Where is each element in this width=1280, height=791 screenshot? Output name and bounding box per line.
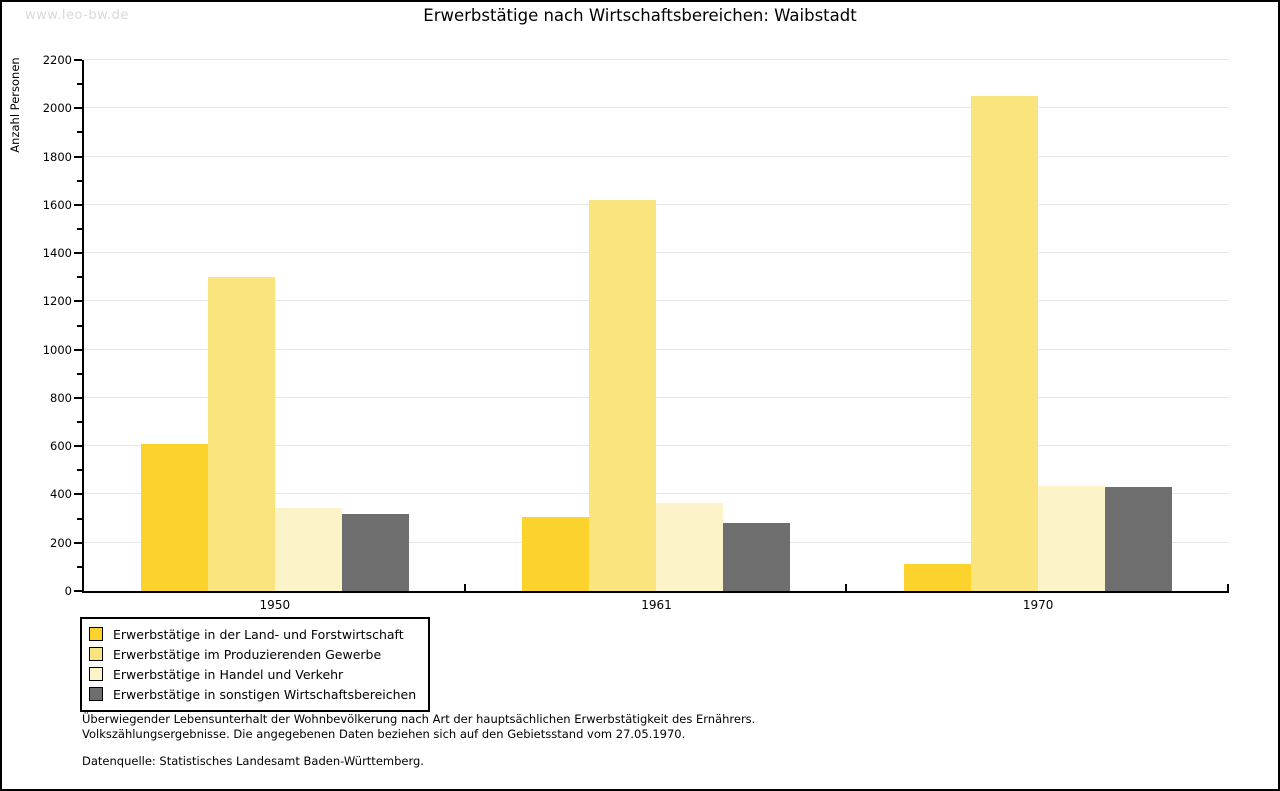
y-axis-tick	[74, 590, 82, 592]
y-axis-tick	[74, 445, 82, 448]
legend-item: Erwerbstätige im Produzierenden Gewerbe	[89, 644, 416, 664]
bar-1970	[1038, 486, 1106, 591]
gridline	[84, 493, 1229, 495]
y-axis-tick	[74, 300, 82, 303]
y-axis-tick-label: 1800	[42, 149, 72, 164]
y-axis-tick-label: 1000	[42, 342, 72, 357]
x-axis-label-1970: 1970	[1022, 598, 1054, 612]
bar-1970	[971, 96, 1039, 591]
gridline	[84, 445, 1229, 447]
y-axis-minor-tick	[77, 83, 82, 86]
legend-label: Erwerbstätige in sonstigen Wirtschaftsbe…	[113, 686, 417, 702]
y-axis-tick-label: 2200	[42, 53, 72, 67]
y-axis-tick-label: 2000	[42, 101, 72, 116]
y-axis-tick	[74, 396, 82, 399]
x-axis-tick	[845, 584, 848, 591]
y-axis-tick	[74, 348, 82, 351]
y-axis-minor-tick	[77, 372, 82, 375]
y-axis-minor-tick	[77, 276, 82, 279]
y-axis-minor-tick	[77, 421, 82, 424]
y-axis-minor-tick	[77, 324, 82, 327]
gridline	[84, 348, 1229, 350]
bar-1961	[522, 517, 590, 591]
x-axis-label-1950: 1950	[259, 598, 291, 612]
footnotes: Überwiegender Lebensunterhalt der Wohnbe…	[82, 712, 755, 769]
y-axis-tick-label: 1400	[42, 246, 72, 261]
legend-item: Erwerbstätige in Handel und Verkehr	[89, 664, 416, 684]
bar-group-1950	[84, 60, 466, 591]
legend-swatch-land-forstwirtschaft	[89, 627, 103, 641]
y-axis-tick	[74, 107, 82, 110]
legend-item: Erwerbstätige in sonstigen Wirtschaftsbe…	[89, 684, 416, 704]
bar-group-1961	[466, 60, 848, 591]
y-axis-tick	[74, 155, 82, 158]
x-axis-tick	[1227, 584, 1229, 591]
y-axis-tick-label: 1200	[42, 294, 72, 309]
bar-1961	[589, 200, 657, 591]
x-axis-label-1961: 1961	[641, 598, 672, 612]
y-axis-minor-tick	[77, 227, 82, 230]
y-axis-tick	[74, 252, 82, 255]
footnote-line-1: Überwiegender Lebensunterhalt der Wohnbe…	[82, 712, 756, 726]
gridline	[84, 300, 1229, 302]
bar-1970	[1105, 487, 1173, 591]
watermark: www.leo-bw.de	[25, 8, 129, 23]
y-axis-minor-tick	[77, 565, 82, 568]
legend-label: Erwerbstätige in der Land- und Forstwirt…	[113, 626, 404, 642]
y-axis-tick-label: 400	[50, 487, 72, 502]
legend-label: Erwerbstätige im Produzierenden Gewerbe	[113, 646, 382, 662]
y-axis-tick-label: 0	[64, 584, 72, 598]
y-axis-tick	[74, 203, 82, 206]
y-axis-minor-tick	[77, 179, 82, 182]
bar-group-1970	[847, 60, 1229, 591]
bar-1950	[274, 507, 342, 591]
bar-1950	[140, 443, 208, 591]
bar-1950	[341, 513, 409, 591]
gridline	[84, 203, 1229, 205]
bar-1961	[723, 523, 791, 591]
plot-area: 0 200 400 600 800 1000 1200 1400 1600 1800 2000 220…	[43, 53, 1229, 612]
legend-swatch-sonstige-bereiche	[89, 687, 103, 701]
y-axis-tick	[74, 59, 82, 61]
page-title: Erwerbstätige nach Wirtschaftsbereichen:…	[423, 6, 857, 25]
y-axis-tick-label: 800	[50, 390, 72, 405]
gridline	[84, 396, 1229, 398]
data-source: Datenquelle: Statistisches Landesamt Bad…	[82, 754, 424, 768]
gridline	[84, 252, 1229, 254]
legend-swatch-handel-verkehr	[89, 667, 103, 681]
bar-1950	[207, 277, 275, 591]
y-axis-tick-label: 1600	[42, 197, 72, 212]
gridline	[84, 59, 1229, 60]
legend-item: Erwerbstätige in der Land- und Forstwirt…	[89, 624, 416, 644]
y-axis-tick	[74, 493, 82, 496]
y-axis-minor-tick	[77, 131, 82, 134]
legend-box: Erwerbstätige in der Land- und Forstwirt…	[80, 617, 431, 712]
y-axis-minor-tick	[77, 469, 82, 472]
y-axis-minor-tick	[77, 517, 82, 520]
y-axis-tick	[74, 541, 82, 544]
bar-1970	[904, 564, 972, 591]
footnote-line-2: Volkszählungsergebnisse. Die angegebenen…	[82, 727, 686, 741]
bar-1961	[656, 502, 724, 591]
x-axis-tick	[463, 584, 466, 591]
y-axis-tick-label: 600	[50, 439, 72, 454]
gridline	[84, 107, 1229, 109]
legend-swatch-produzierendes-gewerbe	[89, 647, 103, 661]
legend-label: Erwerbstätige in Handel und Verkehr	[113, 666, 344, 682]
y-axis-tick-label: 200	[50, 535, 72, 550]
gridline	[84, 155, 1229, 157]
